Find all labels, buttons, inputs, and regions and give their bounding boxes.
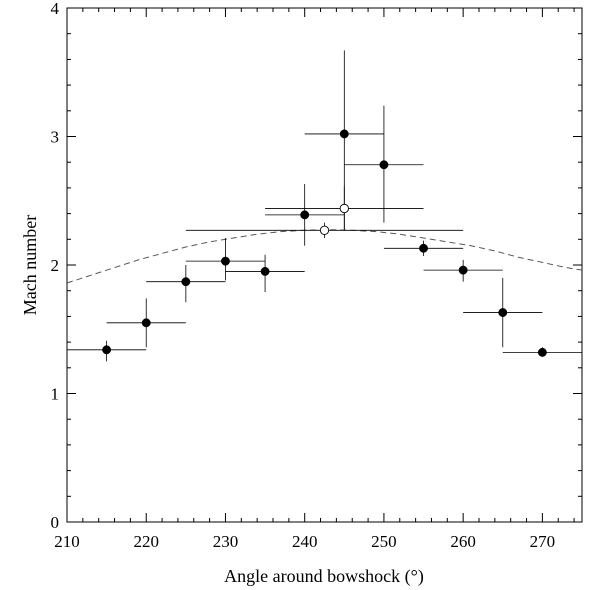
filled-data-point	[141, 318, 151, 328]
y-tick-label: 3	[51, 128, 60, 147]
y-tick-label: 2	[51, 256, 60, 275]
filled-data-point	[537, 347, 547, 357]
point-layer	[102, 129, 547, 357]
tick-labels: 210 220 230 240 250 260 270 0 1 2 3 4	[51, 0, 556, 551]
x-tick-label: 270	[530, 532, 556, 551]
filled-data-point	[300, 210, 310, 220]
x-axis-label: Angle around bowshock (°)	[224, 566, 424, 587]
filled-data-point	[379, 160, 389, 170]
x-tick-label: 220	[133, 532, 159, 551]
plot-frame	[66, 7, 583, 523]
x-tick-label: 240	[292, 532, 318, 551]
filled-data-point	[102, 345, 112, 355]
open-data-point	[319, 225, 330, 235]
filled-data-point	[458, 265, 468, 275]
model-curve-layer	[66, 229, 583, 284]
x-tick-label: 210	[54, 532, 80, 551]
y-axis-label: Mach number	[20, 215, 40, 315]
x-tick-label: 230	[213, 532, 239, 551]
open-data-point	[339, 203, 349, 214]
x-tick-label: 250	[371, 532, 397, 551]
y-tick-label: 0	[51, 513, 60, 532]
filled-data-point	[260, 266, 270, 276]
filled-data-point	[498, 308, 508, 317]
filled-data-point	[339, 129, 349, 139]
filled-data-point	[181, 277, 191, 287]
y-tick-label: 1	[51, 385, 60, 404]
axis-ticks	[66, 7, 582, 523]
model-curve	[66, 229, 583, 284]
x-tick-label: 260	[450, 532, 476, 551]
filled-data-point	[419, 243, 428, 253]
y-tick-label: 4	[51, 0, 60, 18]
filled-data-point	[221, 256, 230, 266]
